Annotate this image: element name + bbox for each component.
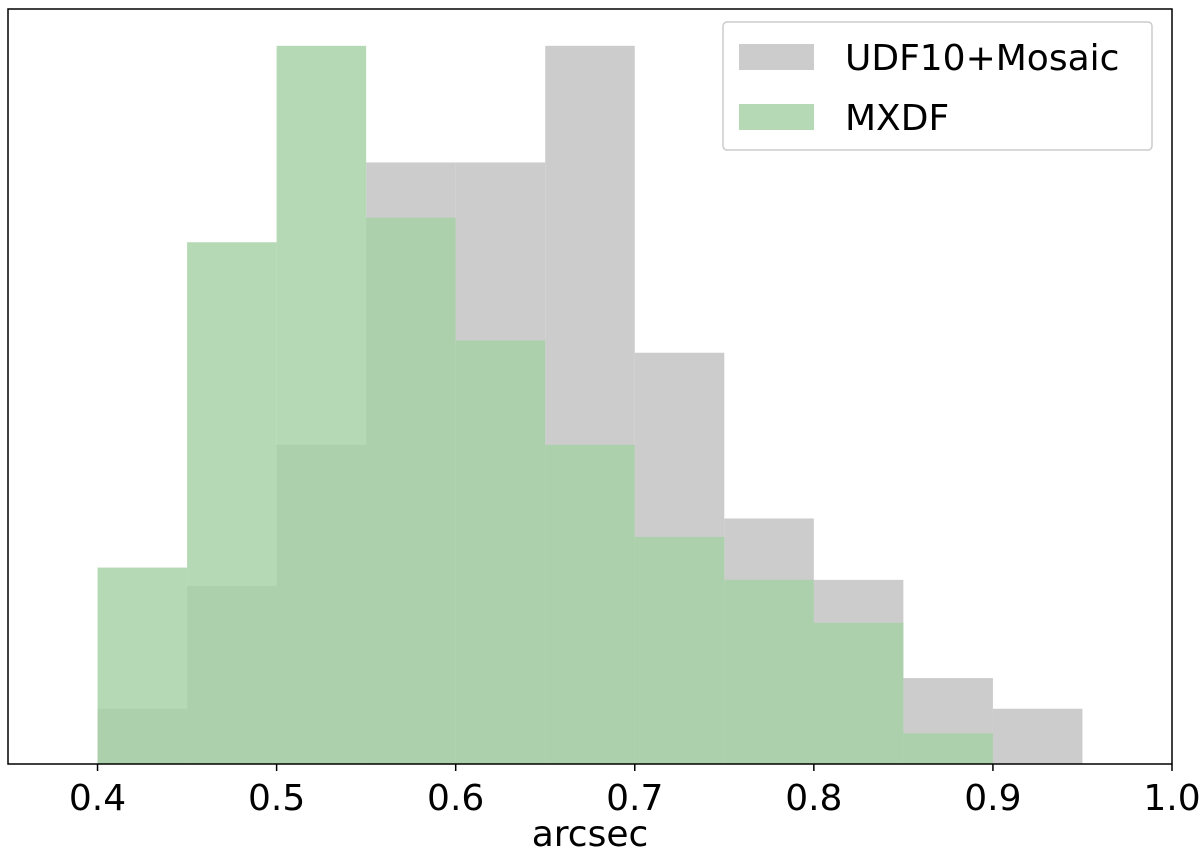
plot-area-frame — [7, 8, 1173, 765]
bar-mxdf-4 — [455, 340, 546, 764]
legend-box — [722, 21, 1153, 151]
legend-label-mxdf: MXDF — [845, 98, 949, 139]
bar-mxdf-1 — [187, 242, 277, 765]
x-axis-ticks: 0.4 0.5 0.6 0.7 0.8 0.9 1.0 — [69, 764, 1200, 819]
bar-mxdf-5 — [545, 444, 635, 764]
bar-mxdf-8 — [813, 622, 904, 764]
x-tick-label-4: 0.8 — [785, 778, 842, 819]
bar-mxdf-6 — [634, 536, 725, 764]
x-tick-label-0: 0.4 — [69, 778, 126, 819]
bar-udf10-mosaic-10 — [992, 708, 1083, 764]
legend: UDF10+Mosaic MXDF — [722, 21, 1153, 151]
x-tick-label-5: 0.9 — [964, 778, 1021, 819]
x-tick-label-6: 1.0 — [1143, 778, 1200, 819]
legend-swatch-udf10-mosaic — [739, 44, 814, 70]
bar-mxdf-9 — [903, 733, 993, 764]
x-axis-title: arcsec — [532, 814, 649, 850]
bar-mxdf-0 — [97, 567, 188, 764]
x-tick-label-2: 0.6 — [427, 778, 484, 819]
x-tick-label-1: 0.5 — [248, 778, 305, 819]
series-mxdf-bars — [97, 45, 993, 765]
bar-mxdf-3 — [366, 217, 456, 764]
x-tick-label-3: 0.7 — [606, 778, 663, 819]
legend-label-udf10-mosaic: UDF10+Mosaic — [845, 38, 1119, 79]
bar-mxdf-7 — [724, 579, 814, 764]
bar-mxdf-2 — [276, 45, 367, 764]
legend-swatch-mxdf — [739, 104, 814, 130]
